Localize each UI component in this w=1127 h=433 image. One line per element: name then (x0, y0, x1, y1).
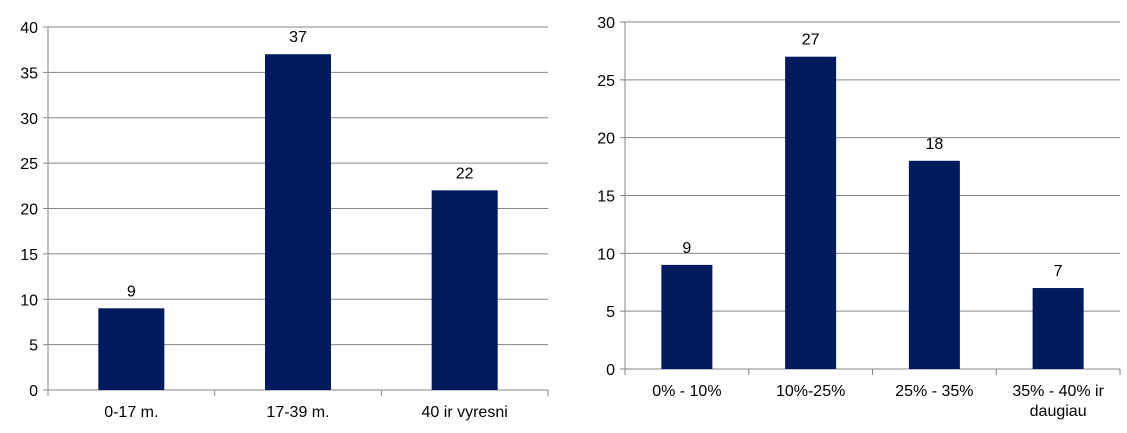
percentage-range-chart-svg: 0 5 10 15 20 25 30 9 0% - 10% 27 10%-25% 18 25% - 35… (597, 15, 1121, 420)
category-label: 25% - 35% (895, 383, 973, 400)
y-tick-label: 30 (20, 111, 38, 128)
age-group-chart-svg: 0 5 10 15 20 25 30 35 40 9 0-17 m. 37 17-39 m. 22 40 i… (20, 20, 549, 421)
y-tick-label: 25 (597, 73, 615, 90)
y-tick-label: 10 (597, 246, 615, 263)
y-tick-label: 35 (20, 65, 38, 82)
data-label: 27 (802, 32, 820, 49)
category-label: 0-17 m. (104, 404, 158, 421)
category-label: 40 ir vyresni (422, 404, 508, 421)
category-label: 17-39 m. (266, 404, 329, 421)
category-label: 0% - 10% (652, 383, 721, 400)
bar (908, 160, 960, 369)
data-label: 9 (127, 283, 136, 300)
bar (661, 264, 713, 369)
bar (265, 54, 331, 390)
y-tick-label: 20 (20, 202, 38, 219)
age-group-chart: 0 5 10 15 20 25 30 35 40 9 0-17 m. 37 17-39 m. 22 40 i… (0, 0, 560, 433)
bar (431, 190, 498, 390)
data-label: 37 (289, 29, 307, 46)
category-label: 10%-25% (776, 383, 845, 400)
data-label: 22 (456, 165, 474, 182)
y-tick-label: 30 (597, 15, 615, 32)
category-label: 35% - 40% ir daugiau (1012, 383, 1104, 420)
y-tick-label: 5 (606, 304, 615, 321)
data-label: 7 (1054, 263, 1063, 280)
y-tick-label: 15 (20, 247, 38, 264)
y-tick-label: 15 (597, 189, 615, 206)
y-tick-label: 10 (20, 292, 38, 309)
y-tick-label: 0 (606, 362, 615, 379)
bar (1032, 288, 1084, 369)
data-label: 9 (682, 240, 691, 257)
percentage-range-chart: 0 5 10 15 20 25 30 9 0% - 10% 27 10%-25% 18 25% - 35… (570, 0, 1127, 433)
y-tick-label: 20 (597, 131, 615, 148)
bar (98, 308, 165, 390)
y-tick-label: 40 (20, 20, 38, 37)
data-label: 18 (925, 136, 943, 153)
y-tick-label: 5 (29, 338, 38, 355)
bar (785, 56, 837, 369)
y-tick-label: 0 (29, 383, 38, 400)
y-tick-label: 25 (20, 156, 38, 173)
